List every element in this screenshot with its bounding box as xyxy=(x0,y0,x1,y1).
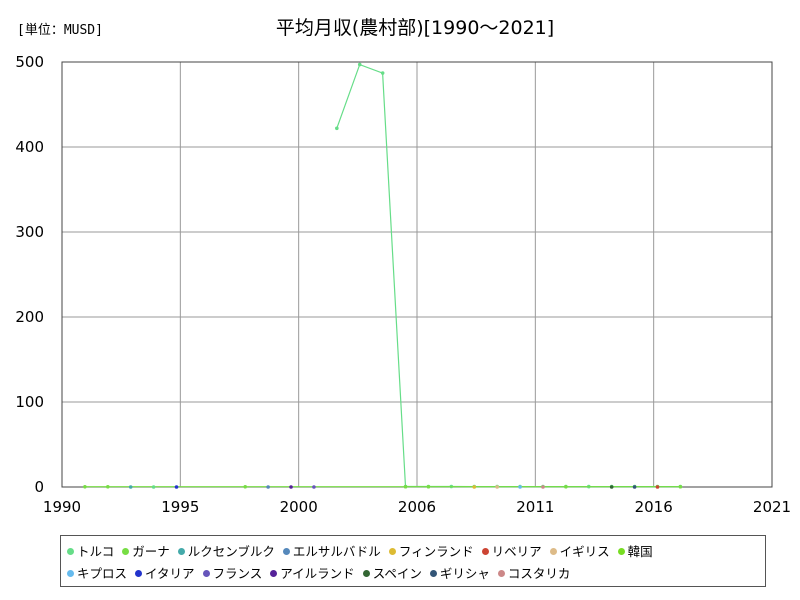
legend-marker xyxy=(282,548,290,555)
legend-item: フランス xyxy=(202,563,263,585)
series-line xyxy=(336,63,681,488)
legend-label: トルコ xyxy=(77,544,115,559)
y-tick-label: 100 xyxy=(15,393,44,411)
y-tick-label: 0 xyxy=(34,478,44,496)
y-tick-label: 200 xyxy=(15,308,44,326)
data-point xyxy=(335,126,339,131)
legend-item: ルクセンブルク xyxy=(177,541,275,563)
data-point xyxy=(243,484,248,489)
legend-item: コスタリカ xyxy=(497,563,571,585)
legend-marker xyxy=(388,548,396,555)
legend-row: キプロス イタリア フランス アイルランド スペイン ギリシャ コスタリカ xyxy=(67,563,765,585)
legend-label: イタリア xyxy=(145,566,195,581)
legend-label: キプロス xyxy=(77,566,128,581)
legend-label: スペイン xyxy=(372,566,422,581)
legend-label: エルサルバドル xyxy=(292,544,381,559)
legend-item: フィンランド xyxy=(388,541,474,563)
legend-marker xyxy=(135,570,143,577)
data-point xyxy=(678,484,683,489)
legend-item: イタリア xyxy=(135,563,195,585)
data-point xyxy=(564,484,568,489)
data-point xyxy=(83,484,87,489)
data-point xyxy=(541,485,545,489)
legend-marker xyxy=(67,548,74,555)
legend-label: ルクセンブルク xyxy=(187,544,275,559)
data-point xyxy=(609,485,614,489)
data-point xyxy=(174,485,179,489)
x-tick-label: 2006 xyxy=(398,498,436,516)
legend-row: トルコ ガーナ ルクセンブルク エルサルバドル フィンランド リベリア イギリス 韓国 xyxy=(67,541,765,563)
legend-label: ガーナ xyxy=(132,544,170,559)
legend-item: キプロス xyxy=(67,563,127,585)
x-tick-label: 1995 xyxy=(161,498,199,516)
data-point xyxy=(403,484,408,489)
chart-title: 平均月収(農村部)[1990～2021] xyxy=(276,17,554,39)
data-point xyxy=(632,485,637,489)
legend-item: ギリシャ xyxy=(429,563,490,585)
legend-item: スペイン xyxy=(362,563,422,585)
data-point xyxy=(380,71,385,75)
legend-item: リベリア xyxy=(481,541,542,563)
y-tick-label: 500 xyxy=(15,53,44,71)
legend-item: トルコ xyxy=(67,541,114,563)
data-point xyxy=(312,485,316,489)
legend-marker xyxy=(497,570,505,577)
legend-marker xyxy=(270,570,278,577)
x-tick-label: 2000 xyxy=(280,498,318,516)
data-point xyxy=(289,485,293,489)
legend: トルコ ガーナ ルクセンブルク エルサルバドル フィンランド リベリア イギリス 韓国 キプロ… xyxy=(60,535,766,587)
data-point xyxy=(426,484,431,489)
y-tick-label: 400 xyxy=(15,138,44,156)
data-point xyxy=(357,62,362,67)
x-tick-label: 1990 xyxy=(43,498,81,516)
legend-label: フランス xyxy=(212,566,263,581)
legend-item: 韓国 xyxy=(617,541,653,563)
legend-label: ギリシャ xyxy=(439,566,490,581)
legend-marker xyxy=(362,570,370,577)
data-point xyxy=(266,485,270,489)
data-point xyxy=(151,485,156,489)
x-tick-label: 2021 xyxy=(753,498,791,516)
data-point xyxy=(472,485,477,489)
series-layer xyxy=(83,62,683,489)
legend-label: 韓国 xyxy=(627,544,653,559)
legend-item: イギリス xyxy=(549,541,610,563)
tick-labels: 1990 1995 2000 2006 2011 2016 2021 0 100 200 300 40… xyxy=(15,53,791,516)
x-tick-label: 2011 xyxy=(516,498,554,516)
data-point xyxy=(655,485,660,489)
data-point xyxy=(128,485,133,489)
legend-marker xyxy=(481,548,489,555)
grid xyxy=(62,62,772,487)
legend-item: アイルランド xyxy=(270,563,355,585)
legend-marker xyxy=(177,548,185,555)
legend-item: エルサルバドル xyxy=(282,541,381,563)
legend-label: コスタリカ xyxy=(507,566,571,581)
legend-marker xyxy=(549,548,557,555)
unit-label: [単位：MUSD] xyxy=(17,22,103,38)
legend-label: イギリス xyxy=(559,544,610,559)
legend-label: リベリア xyxy=(491,544,542,559)
legend-marker xyxy=(617,548,625,555)
data-point xyxy=(495,485,499,489)
legend-label: アイルランド xyxy=(280,566,355,581)
legend-item: ガーナ xyxy=(122,541,170,563)
legend-marker xyxy=(429,570,437,577)
data-point xyxy=(106,484,110,489)
y-tick-label: 300 xyxy=(15,223,44,241)
x-tick-label: 2016 xyxy=(635,498,673,516)
legend-marker xyxy=(67,570,74,577)
legend-label: フィンランド xyxy=(398,544,474,559)
data-point xyxy=(518,485,522,489)
legend-marker xyxy=(122,548,130,555)
legend-marker xyxy=(202,570,210,577)
